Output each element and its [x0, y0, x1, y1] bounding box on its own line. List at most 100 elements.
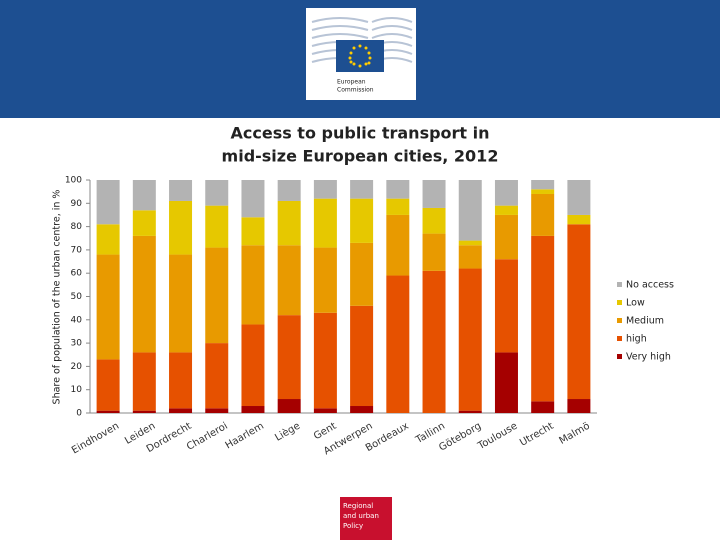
legend-label: Medium — [626, 316, 664, 327]
bar-segment — [96, 224, 120, 255]
bar-segment — [169, 254, 193, 353]
footer-text: Policy — [343, 522, 363, 530]
bar-segment — [132, 352, 156, 411]
y-tick-label: 0 — [76, 409, 82, 419]
footer-logo — [340, 497, 392, 540]
bar-segment — [132, 410, 156, 413]
x-tick-label: Malmö — [557, 421, 591, 447]
y-tick-label: 80 — [71, 222, 83, 232]
y-tick-label: 40 — [71, 315, 83, 325]
legend-swatch — [617, 300, 622, 305]
bar-segment — [313, 247, 337, 313]
eu-stars — [348, 44, 372, 68]
bar-segment — [458, 245, 482, 269]
bar-segment — [96, 410, 120, 413]
y-tick-label: 20 — [71, 362, 83, 372]
chart-title: mid-size European cities, 2012 — [222, 147, 499, 166]
logo-text: European — [337, 79, 366, 86]
y-axis-label: Share of population of the urban centre,… — [52, 190, 63, 405]
bar-segment — [386, 180, 410, 199]
legend-label: No access — [626, 280, 674, 291]
bar-segment — [241, 245, 265, 325]
bar-segment — [350, 180, 374, 199]
bar-segment — [494, 214, 518, 260]
x-tick-label: Toulouse — [475, 421, 519, 453]
bar-segment — [386, 214, 410, 276]
legend-label: Very high — [626, 352, 671, 363]
legend-swatch — [617, 336, 622, 341]
bar-segment — [458, 268, 482, 411]
bar-segment — [386, 275, 410, 413]
bar-segment — [567, 214, 591, 225]
bar-segment — [422, 233, 446, 271]
bar-segment — [241, 324, 265, 407]
bar-segment — [205, 205, 229, 248]
footer-text: Regional — [343, 502, 373, 510]
bar-segment — [350, 242, 374, 306]
legend-swatch — [617, 282, 622, 287]
bar-segment — [567, 399, 591, 413]
bar-segment — [277, 399, 301, 413]
legend-swatch — [617, 318, 622, 323]
logo-text: Commission — [337, 87, 374, 94]
bar-segment — [531, 189, 555, 194]
y-tick-label: 100 — [65, 176, 82, 186]
bar-segment — [277, 200, 301, 246]
bar-segment — [494, 259, 518, 353]
bar-segment — [422, 270, 446, 413]
bar-segment — [169, 200, 193, 255]
bar-segment — [241, 406, 265, 413]
bar-segment — [458, 410, 482, 413]
y-tick-label: 90 — [71, 199, 83, 209]
bar-segment — [531, 401, 555, 413]
bar-segment — [567, 180, 591, 215]
bar-segment — [205, 180, 229, 206]
bar-segment — [350, 305, 374, 407]
bar-segment — [313, 312, 337, 409]
bar-segment — [422, 207, 446, 234]
bar-segment — [169, 352, 193, 409]
y-tick-label: 70 — [71, 245, 83, 255]
x-tick-label: Charleroi — [185, 421, 230, 453]
bar-segment — [96, 254, 120, 360]
bar-segment — [241, 217, 265, 246]
bar-segment — [277, 245, 301, 316]
x-tick-label: Eindhoven — [70, 421, 121, 457]
bar-segment — [205, 247, 229, 344]
y-tick-label: 60 — [71, 269, 83, 279]
x-tick-label: Utrecht — [518, 421, 556, 449]
bar-segment — [458, 180, 482, 241]
x-tick-label: Gent — [312, 421, 338, 443]
bar-segment — [458, 240, 482, 246]
legend-label: high — [626, 334, 647, 345]
bar-segment — [422, 180, 446, 208]
bar-segment — [132, 180, 156, 211]
legend-label: Low — [626, 298, 645, 309]
bar-segment — [132, 235, 156, 353]
bar-segment — [350, 198, 374, 243]
bar-segment — [531, 193, 555, 236]
bar-segment — [313, 180, 337, 199]
bar-segment — [531, 235, 555, 402]
x-tick-label: Liège — [273, 420, 302, 444]
bar-segment — [531, 180, 555, 190]
bar-segment — [205, 408, 229, 413]
y-tick-label: 10 — [71, 385, 83, 395]
legend-swatch — [617, 354, 622, 359]
bar-segment — [169, 408, 193, 413]
bar-segment — [96, 180, 120, 225]
bar-segment — [313, 198, 337, 248]
chart-title: Access to public transport in — [230, 124, 489, 143]
bar-segment — [494, 352, 518, 413]
bar-segment — [567, 224, 591, 400]
x-tick-label: Haarlem — [224, 421, 266, 452]
bar-segment — [494, 205, 518, 215]
footer-text: and urban — [343, 512, 379, 520]
bar-segment — [313, 408, 337, 413]
y-tick-label: 50 — [71, 292, 83, 302]
bar-segment — [277, 315, 301, 400]
bar-segment — [350, 406, 374, 413]
bar-segment — [96, 359, 120, 411]
